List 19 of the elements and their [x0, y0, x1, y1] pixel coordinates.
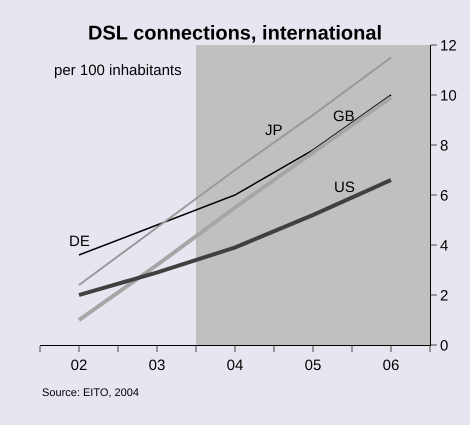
series-label: JP — [265, 122, 283, 139]
y-tick-label: 10 — [440, 87, 457, 104]
x-tick-label: 04 — [226, 357, 244, 374]
y-tick-label: 2 — [440, 287, 448, 304]
chart-title: DSL connections, international — [88, 22, 382, 44]
series-label: US — [334, 179, 355, 196]
series-label: DE — [69, 233, 90, 250]
x-tick-label: 06 — [382, 357, 400, 374]
y-tick-label: 6 — [440, 187, 448, 204]
x-tick-label: 05 — [304, 357, 322, 374]
y-axis-title: per 100 inhabitants — [54, 62, 182, 79]
series-label: GB — [333, 108, 355, 125]
source-note: Source: EITO, 2004 — [42, 387, 140, 399]
y-tick-label: 8 — [440, 137, 448, 154]
y-tick-label: 0 — [440, 337, 448, 354]
x-tick-label: 03 — [148, 357, 166, 374]
y-tick-label: 4 — [440, 237, 448, 254]
x-tick-label: 02 — [70, 357, 88, 374]
y-tick-label: 12 — [440, 37, 457, 54]
